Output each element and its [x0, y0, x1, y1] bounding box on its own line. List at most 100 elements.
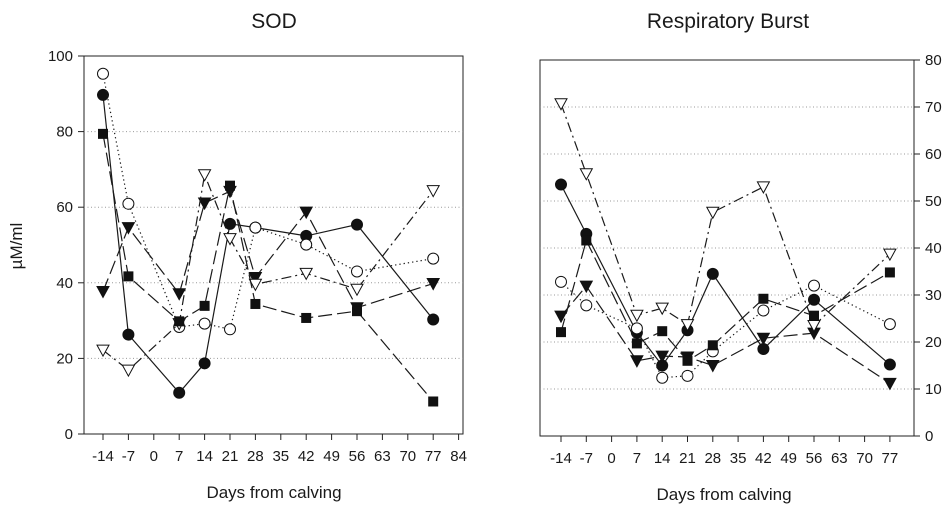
- respiratory-burst-series: [554, 98, 897, 391]
- data-point-open-triangle-down: [756, 181, 771, 194]
- data-point-open-circle: [808, 279, 820, 292]
- x-tick-label: 63: [374, 448, 391, 465]
- data-point-open-circle: [580, 299, 593, 312]
- x-tick-label: 21: [679, 450, 696, 467]
- data-point-filled-triangle-down: [630, 355, 644, 368]
- data-point-filled-square: [809, 310, 819, 321]
- x-tick-label: 0: [150, 448, 158, 465]
- x-tick-label: 77: [425, 448, 442, 465]
- x-tick-label: -7: [122, 448, 135, 465]
- y-tick-label: 60: [925, 146, 942, 163]
- data-point-filled-triangle-down: [197, 197, 212, 211]
- data-point-open-circle: [883, 318, 896, 331]
- data-point-filled-square: [657, 326, 668, 337]
- y-tick-label: 70: [925, 99, 942, 116]
- sod-y-axis-ticks: 0 20 40 60 80 100: [48, 48, 84, 443]
- y-tick-label: 20: [56, 350, 73, 367]
- data-point-filled-circle: [808, 293, 820, 306]
- data-point-filled-square: [631, 338, 642, 349]
- data-point-open-circle: [224, 323, 236, 336]
- sod-x-axis-ticks: -14 -7 0 7 14 21 28 35 42 49 56 63 70 77 84: [92, 434, 467, 465]
- data-point-filled-circle: [198, 357, 211, 370]
- respiratory-burst-gridlines: [540, 106, 914, 390]
- x-tick-label: 35: [730, 450, 747, 467]
- data-point-open-triangle-down: [299, 267, 314, 281]
- sod-x-axis-label: Days from calving: [206, 483, 341, 502]
- data-point-filled-square: [123, 271, 134, 282]
- sod-series: [96, 67, 441, 407]
- y-tick-label: 20: [925, 334, 942, 351]
- y-tick-label: 40: [56, 275, 73, 292]
- x-tick-label: 28: [704, 450, 721, 467]
- respiratory-burst-x-axis-label: Days from calving: [656, 485, 791, 504]
- data-point-open-triangle-down: [197, 169, 212, 182]
- x-tick-label: 35: [272, 448, 289, 465]
- data-point-open-triangle-down: [426, 185, 441, 198]
- data-point-filled-triangle-down: [121, 222, 136, 235]
- x-tick-label: -7: [580, 450, 593, 467]
- x-tick-label: 70: [856, 450, 873, 467]
- data-point-filled-square: [758, 293, 769, 304]
- data-point-filled-circle: [97, 88, 109, 101]
- y-tick-label: 80: [925, 52, 942, 69]
- data-point-filled-circle: [173, 386, 186, 399]
- data-point-open-triangle-down: [350, 283, 364, 297]
- data-point-open-triangle-down: [883, 248, 897, 262]
- x-tick-label: 14: [196, 448, 213, 465]
- data-point-filled-circle: [706, 267, 719, 280]
- data-point-open-circle: [555, 275, 567, 288]
- x-tick-label: -14: [92, 448, 114, 465]
- series-open-circle-line: [102, 73, 434, 331]
- data-point-open-triangle-down: [554, 98, 568, 111]
- x-tick-label: 7: [633, 450, 641, 467]
- data-point-open-circle: [681, 369, 694, 382]
- data-point-open-triangle-down: [223, 233, 237, 246]
- data-point-filled-triangle-down: [756, 332, 771, 346]
- data-point-filled-triangle-down: [883, 377, 897, 391]
- x-tick-label: 56: [806, 450, 823, 467]
- data-point-filled-square: [301, 312, 312, 323]
- data-point-open-circle: [630, 322, 643, 335]
- sod-y-axis-label: µM/ml: [7, 223, 26, 270]
- data-point-filled-circle: [883, 358, 896, 371]
- x-tick-label: 7: [175, 448, 183, 465]
- data-point-filled-triangle-down: [705, 360, 720, 373]
- series-filled-circle-line: [560, 184, 891, 367]
- series-open-triangle-down-line: [102, 172, 434, 371]
- data-point-open-triangle-down: [121, 364, 136, 378]
- data-point-filled-triangle-down: [655, 350, 670, 364]
- y-tick-label: 0: [65, 426, 73, 443]
- data-point-open-circle: [122, 197, 135, 210]
- series-filled-square-line: [560, 238, 891, 362]
- data-point-open-triangle-down: [96, 344, 110, 358]
- data-point-filled-square: [556, 327, 566, 338]
- data-point-filled-square: [250, 298, 261, 309]
- x-tick-label: 77: [882, 450, 899, 467]
- y-tick-label: 30: [925, 287, 942, 304]
- data-point-open-circle: [97, 67, 109, 80]
- x-tick-label: -14: [550, 450, 572, 467]
- data-point-filled-square: [884, 267, 895, 278]
- x-tick-label: 70: [399, 448, 416, 465]
- x-tick-label: 63: [831, 450, 848, 467]
- data-point-open-circle: [656, 371, 669, 384]
- data-point-open-triangle-down: [579, 168, 594, 181]
- data-point-open-circle: [427, 252, 440, 265]
- data-point-filled-square: [199, 300, 210, 311]
- respiratory-burst-y-axis-ticks: 0 10 20 30 40 50 60 70 80: [914, 52, 942, 445]
- x-tick-label: 0: [607, 450, 615, 467]
- data-point-filled-circle: [122, 328, 135, 341]
- sod-gridlines: [84, 131, 463, 359]
- y-tick-label: 60: [56, 199, 73, 216]
- data-point-filled-triangle-down: [579, 280, 594, 294]
- x-tick-label: 56: [349, 448, 366, 465]
- data-point-filled-triangle-down: [299, 206, 314, 220]
- data-point-filled-triangle-down: [96, 285, 110, 299]
- data-point-filled-circle: [427, 313, 440, 326]
- data-point-filled-square: [682, 355, 693, 366]
- data-point-filled-square: [98, 128, 108, 139]
- data-point-filled-square: [174, 316, 185, 327]
- series-open-circle-line: [560, 281, 891, 379]
